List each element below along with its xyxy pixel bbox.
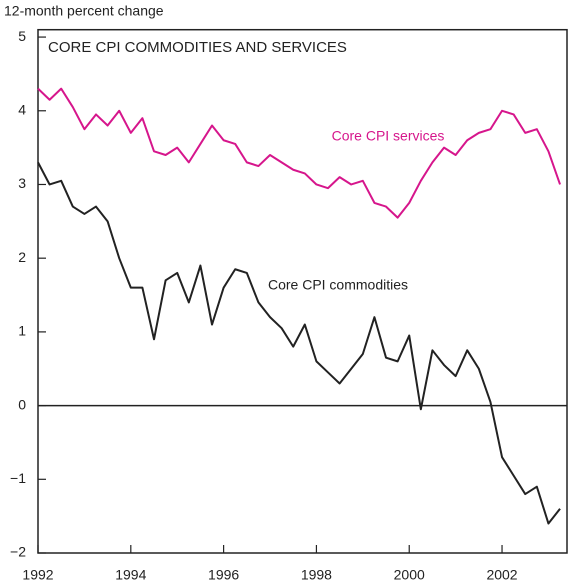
- x-tick-label: 1992: [22, 567, 53, 583]
- series-line: [37, 161, 561, 525]
- x-tick-label: 1994: [115, 567, 146, 583]
- series-line: [37, 87, 561, 219]
- y-tick-label: 2: [18, 249, 26, 265]
- plot-frame: [37, 28, 568, 554]
- x-tick-label: 2002: [486, 567, 517, 583]
- y-tick-label: 3: [18, 175, 26, 191]
- x-tick-label: 1998: [301, 567, 332, 583]
- y-tick-label: 5: [18, 28, 26, 44]
- y-axis-label: 12-month percent change: [4, 3, 164, 19]
- series-label: Core CPI commodities: [268, 277, 408, 293]
- y-tick-label: 0: [18, 396, 26, 412]
- series-label: Core CPI services: [332, 128, 445, 144]
- y-tick-label: 4: [18, 101, 26, 117]
- y-tick-label: −2: [10, 544, 26, 560]
- chart-title: CORE CPI COMMODITIES AND SERVICES: [48, 39, 347, 56]
- x-tick-label: 1996: [208, 567, 239, 583]
- y-tick-label: −1: [10, 470, 26, 486]
- y-tick-label: 1: [18, 323, 26, 339]
- x-tick-label: 2000: [394, 567, 425, 583]
